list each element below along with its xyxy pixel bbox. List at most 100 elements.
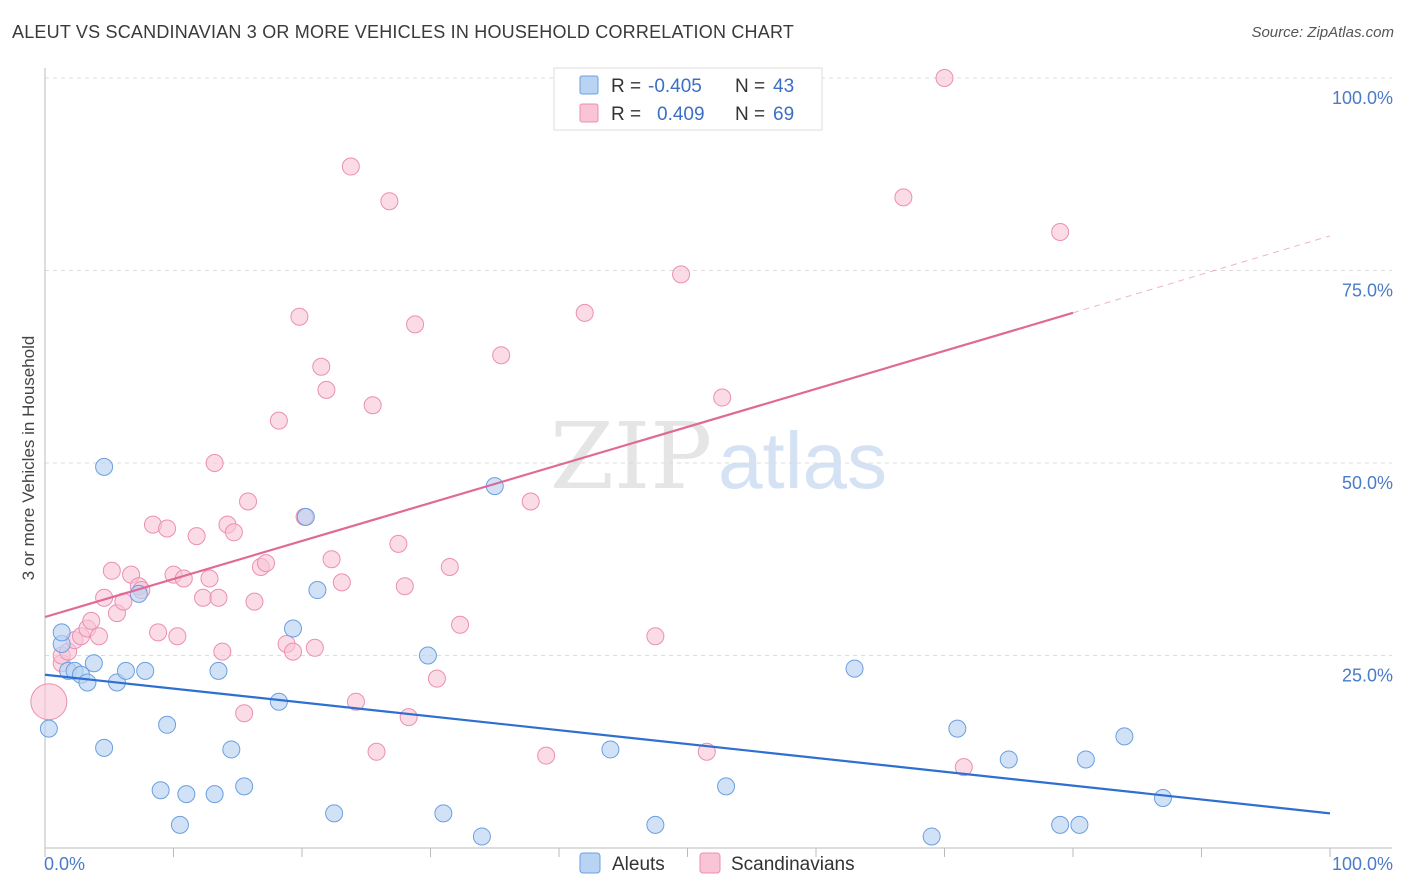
scandinavians-point [158, 519, 177, 538]
aleuts-r-label: R = [611, 76, 641, 97]
scandinavians-point [451, 615, 470, 634]
scandinavians-point [1051, 223, 1070, 241]
aleuts-point [1051, 815, 1070, 834]
aleuts-points [39, 457, 1172, 846]
aleuts-point [95, 738, 114, 757]
scandinavians-series-label: Scandinavians [731, 854, 855, 875]
aleuts-legend-swatch [579, 75, 599, 95]
x-tick-label: 100.0% [1332, 854, 1393, 874]
source-label: Source: ZipAtlas.com [1251, 24, 1394, 41]
aleuts-point [1070, 815, 1089, 834]
scandinavians-point [935, 69, 954, 87]
scandinavians-point [395, 577, 414, 596]
scandinavians-point [646, 627, 665, 646]
scandinavians-point [713, 388, 732, 407]
aleuts-series-swatch [579, 852, 601, 874]
y-tick-label: 100.0% [1332, 88, 1393, 108]
scandinavians-point [224, 523, 243, 542]
scandinavians-point [245, 592, 264, 611]
scandinavians-point [305, 638, 324, 657]
y-tick-label: 75.0% [1342, 281, 1393, 301]
aleuts-point [284, 619, 303, 638]
scandinavians-point [341, 157, 360, 176]
aleuts-point [308, 581, 327, 600]
aleuts-point [845, 659, 864, 678]
aleuts-point [601, 740, 620, 759]
y-tick-label: 25.0% [1342, 666, 1393, 686]
scandinavians-point [521, 492, 540, 511]
scandinavians-series-swatch [699, 852, 721, 874]
aleuts-r-value: -0.405 [648, 76, 702, 97]
scandinavians-point [82, 611, 101, 630]
scandinavians-point [30, 683, 68, 721]
watermark-atlas: atlas [718, 416, 887, 505]
scandinavians-point [102, 561, 121, 580]
scandinavians-n-value: 69 [773, 104, 794, 125]
scandinavians-r-value: 0.409 [657, 104, 705, 125]
aleuts-n-label: N = [735, 76, 765, 97]
aleuts-point [1076, 750, 1095, 769]
aleuts-point [170, 815, 189, 834]
scandinavians-point [363, 396, 382, 415]
scandinavians-point [367, 742, 386, 761]
scandinavians-n-label: N = [735, 104, 765, 125]
scandinavians-point [257, 554, 276, 573]
aleuts-trend-line [44, 673, 1331, 815]
correlation-legend: R = -0.405 N = 43 R = 0.409 N = 69 [553, 67, 823, 131]
y-tick-label: 50.0% [1342, 473, 1393, 493]
scandinavians-point [427, 669, 446, 688]
aleuts-point [158, 715, 177, 734]
aleuts-point [434, 804, 453, 823]
scandinavians-point [346, 692, 365, 711]
scandinavians-point [284, 642, 303, 661]
aleuts-point [1153, 788, 1172, 807]
scandinavians-point [322, 550, 341, 569]
aleuts-point [205, 785, 224, 804]
aleuts-point [209, 661, 228, 680]
scandinavians-point [187, 527, 206, 546]
aleuts-point [922, 827, 941, 846]
aleuts-series-label: Aleuts [612, 854, 665, 875]
scandinavians-point [672, 265, 691, 284]
aleuts-point [472, 827, 491, 846]
y-axis-label: 3 or more Vehicles in Household [19, 336, 38, 581]
scandinavians-point [168, 627, 187, 646]
aleuts-point [84, 654, 103, 673]
scandinavians-point [200, 569, 219, 588]
aleuts-point [151, 781, 170, 800]
aleuts-point [78, 673, 97, 692]
scandinavians-point [440, 557, 459, 576]
scandinavians-point [149, 623, 168, 642]
scandinavians-point [205, 454, 224, 472]
scandinavians-point [317, 380, 336, 399]
axis-ticks: 25.0% 50.0% 75.0% 100.0% 0.0% 100.0% [44, 88, 1393, 874]
scandinavians-point [89, 627, 108, 646]
aleuts-point [95, 457, 114, 476]
aleuts-point [235, 777, 254, 796]
aleuts-point [646, 815, 665, 834]
scandinavians-point [954, 758, 973, 777]
scandinavians-point [332, 573, 351, 592]
aleuts-point [999, 750, 1018, 769]
scandinavians-point [290, 307, 309, 326]
scandinavians-point [213, 642, 232, 661]
watermark-zip: ZIP [550, 403, 712, 510]
scandinavians-point [406, 315, 425, 334]
scandinavians-point [380, 192, 399, 211]
aleuts-point [948, 719, 967, 738]
scandinavians-point [575, 303, 594, 322]
scandinavians-point [537, 746, 556, 765]
scandinavians-point [194, 588, 213, 607]
aleuts-point [136, 661, 155, 680]
scandinavians-legend-swatch [579, 103, 599, 123]
scandinavians-point [399, 708, 418, 727]
aleuts-point [418, 646, 437, 665]
aleuts-n-value: 43 [773, 76, 794, 97]
scandinavians-r-label: R = [611, 104, 641, 125]
scandinavians-trend-line [44, 311, 1074, 619]
scandinavians-point [312, 357, 331, 376]
scandinavians-point [235, 704, 254, 723]
aleuts-point [177, 785, 196, 804]
aleuts-point [116, 661, 135, 680]
